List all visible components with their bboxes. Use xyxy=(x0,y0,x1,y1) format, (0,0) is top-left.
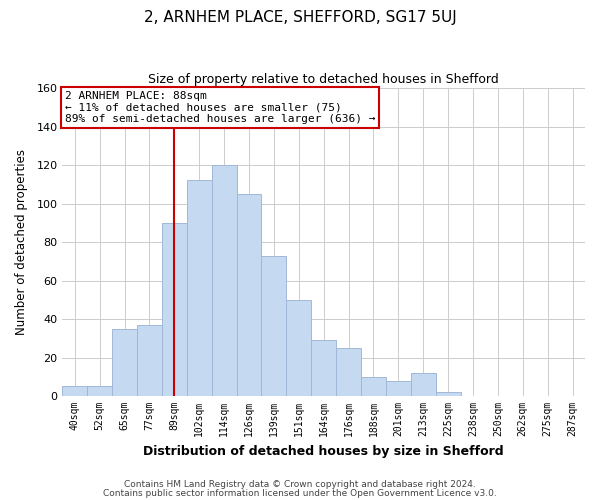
Text: 2 ARNHEM PLACE: 88sqm
← 11% of detached houses are smaller (75)
89% of semi-deta: 2 ARNHEM PLACE: 88sqm ← 11% of detached … xyxy=(65,91,376,124)
Bar xyxy=(436,392,461,396)
Bar xyxy=(212,165,236,396)
Bar xyxy=(87,386,112,396)
Bar xyxy=(361,377,386,396)
Text: 2, ARNHEM PLACE, SHEFFORD, SG17 5UJ: 2, ARNHEM PLACE, SHEFFORD, SG17 5UJ xyxy=(143,10,457,25)
Bar xyxy=(386,380,411,396)
Y-axis label: Number of detached properties: Number of detached properties xyxy=(15,149,28,335)
Text: Contains HM Land Registry data © Crown copyright and database right 2024.: Contains HM Land Registry data © Crown c… xyxy=(124,480,476,489)
Bar xyxy=(262,256,286,396)
Bar xyxy=(162,223,187,396)
Bar xyxy=(187,180,212,396)
Bar xyxy=(112,328,137,396)
Text: Contains public sector information licensed under the Open Government Licence v3: Contains public sector information licen… xyxy=(103,488,497,498)
Bar xyxy=(236,194,262,396)
Bar xyxy=(286,300,311,396)
Bar xyxy=(411,373,436,396)
X-axis label: Distribution of detached houses by size in Shefford: Distribution of detached houses by size … xyxy=(143,444,504,458)
Bar xyxy=(311,340,336,396)
Bar xyxy=(137,325,162,396)
Bar xyxy=(62,386,87,396)
Bar xyxy=(336,348,361,396)
Title: Size of property relative to detached houses in Shefford: Size of property relative to detached ho… xyxy=(148,72,499,86)
